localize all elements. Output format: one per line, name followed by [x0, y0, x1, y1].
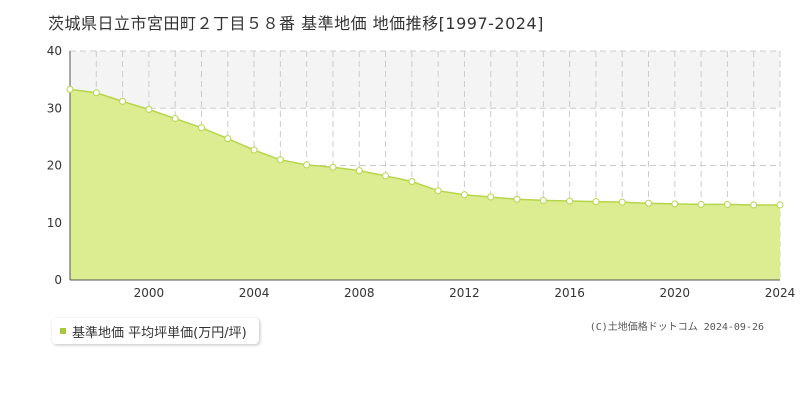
data-point — [303, 161, 311, 169]
data-point — [487, 193, 495, 201]
data-point — [224, 135, 232, 143]
legend: 基準地価 平均坪単価(万円/坪) — [52, 318, 259, 344]
data-point — [329, 163, 337, 171]
data-point — [145, 105, 153, 113]
chart-title: 茨城県日立市宮田町２丁目５８番 基準地価 地価推移[1997-2024] — [48, 14, 544, 33]
data-point — [697, 200, 705, 208]
data-point — [119, 97, 127, 105]
data-point — [408, 178, 416, 186]
x-tick-label: 2012 — [449, 286, 480, 300]
data-point — [750, 201, 758, 209]
data-point — [513, 195, 521, 203]
data-point — [618, 198, 626, 206]
series-line — [69, 88, 780, 206]
data-point — [197, 124, 205, 132]
data-point — [355, 167, 363, 175]
data-point — [382, 172, 390, 180]
data-point — [171, 115, 179, 123]
data-point — [566, 197, 574, 205]
data-point — [66, 85, 74, 93]
series-area — [70, 89, 780, 280]
legend-label: 基準地価 平均坪単価(万円/坪) — [72, 325, 247, 341]
x-tick-label: 2004 — [239, 286, 270, 300]
highlight-band — [70, 51, 780, 109]
x-tick-label: 2000 — [134, 286, 165, 300]
data-point — [776, 201, 784, 209]
x-tick-label: 2016 — [554, 286, 585, 300]
data-point — [539, 196, 547, 204]
y-tick-label: 0 — [54, 273, 62, 287]
copyright-text: (C)土地価格ドットコム 2024-09-26 — [589, 322, 764, 333]
data-point — [276, 156, 284, 164]
y-tick-label: 40 — [47, 44, 62, 58]
x-tick-label: 2008 — [344, 286, 375, 300]
data-point — [723, 200, 731, 208]
x-tick-label: 2020 — [660, 286, 691, 300]
y-tick-label: 20 — [47, 159, 62, 173]
data-point — [92, 89, 100, 97]
data-point — [671, 200, 679, 208]
data-point — [645, 199, 653, 207]
data-point — [592, 198, 600, 206]
data-point — [250, 146, 258, 154]
data-point — [434, 187, 442, 195]
x-tick-label: 2024 — [765, 286, 796, 300]
data-point — [460, 191, 468, 199]
y-tick-label: 30 — [47, 101, 62, 115]
y-tick-label: 10 — [47, 216, 62, 230]
legend-marker — [60, 328, 66, 334]
